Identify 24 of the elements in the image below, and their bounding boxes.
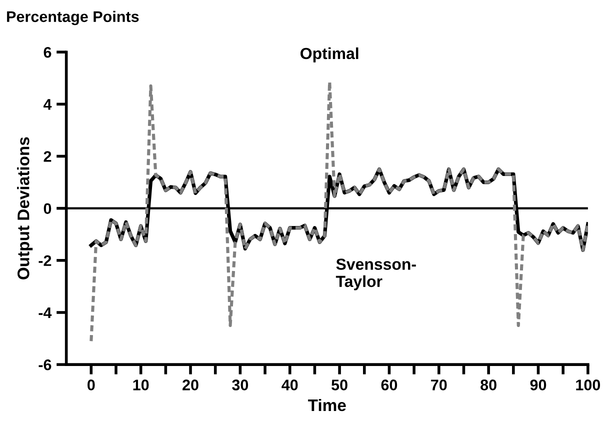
y-tick-label: -2 — [38, 255, 52, 266]
x-tick-label: 40 — [282, 380, 298, 390]
x-tick-label: 20 — [182, 380, 198, 390]
x-tick-label: 0 — [88, 380, 95, 390]
x-tick-label: 10 — [133, 380, 149, 390]
y-tick-label: 0 — [44, 203, 52, 214]
x-tick-label: 100 — [576, 380, 600, 390]
annotation: Svensson- Taylor — [336, 258, 416, 290]
x-tick-label: 80 — [480, 380, 496, 390]
x-tick-label: 50 — [332, 380, 348, 390]
x-tick-label: 60 — [381, 380, 398, 390]
chart-title: Percentage Points — [7, 10, 139, 26]
y-tick-label: 4 — [43, 99, 52, 110]
y-tick-label: 2 — [44, 151, 52, 162]
y-tick-label: 6 — [44, 46, 52, 58]
x-axis-title: Time — [308, 398, 346, 412]
y-tick-label: -6 — [38, 359, 52, 370]
annotation: Optimal — [300, 47, 358, 62]
x-tick-label: 70 — [431, 380, 447, 390]
x-tick-label: 90 — [530, 380, 546, 390]
x-tick-label: 30 — [232, 380, 248, 390]
line-series — [90, 80, 588, 343]
y-axis-title: Output Deviations — [17, 137, 33, 280]
y-tick-label: -4 — [38, 308, 52, 318]
